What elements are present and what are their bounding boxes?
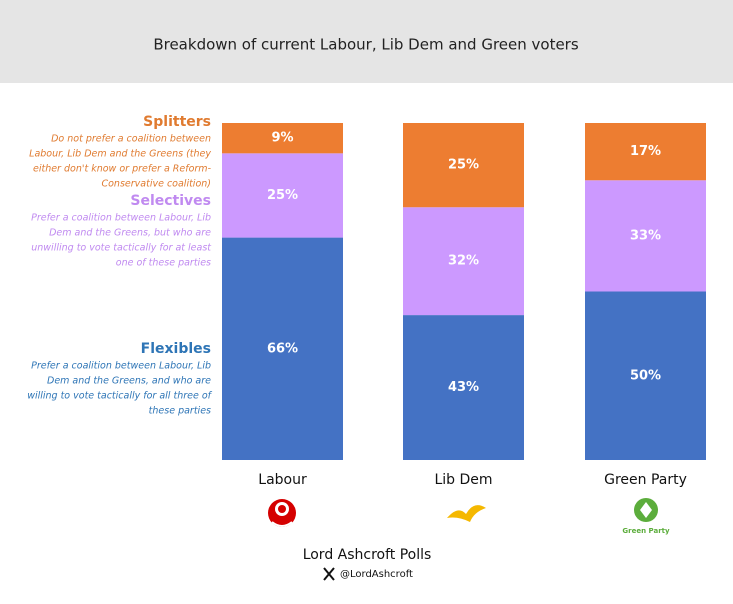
legend-description: Labour, Lib Dem and the Greens (they bbox=[29, 149, 211, 160]
bar-segment bbox=[403, 207, 524, 316]
legend-description: willing to vote tactically for all three… bbox=[27, 391, 212, 402]
handle: @LordAshcroft bbox=[340, 569, 413, 580]
value-label: 25% bbox=[267, 188, 298, 203]
legend-description: one of these parties bbox=[116, 258, 211, 269]
x-logo bbox=[323, 567, 335, 581]
legend-description: Dem and the Greens, and who are bbox=[47, 376, 211, 387]
value-label: 32% bbox=[448, 254, 479, 269]
legend-description: Conservative coalition) bbox=[101, 179, 211, 190]
bar-segment bbox=[222, 153, 343, 238]
legend-description: unwilling to vote tactically for at leas… bbox=[31, 243, 212, 254]
x-tick-label: Green Party bbox=[604, 472, 687, 488]
header-band bbox=[0, 0, 733, 83]
chart-title: Breakdown of current Labour, Lib Dem and… bbox=[153, 36, 579, 54]
value-label: 17% bbox=[630, 144, 661, 159]
legend-description: Dem and the Greens, but who are bbox=[49, 228, 211, 239]
logo-caption: Green Party bbox=[622, 527, 670, 535]
value-label: 66% bbox=[267, 341, 298, 356]
value-label: 50% bbox=[630, 368, 661, 383]
legend-description: Do not prefer a coalition between bbox=[51, 134, 211, 145]
value-label: 9% bbox=[271, 131, 293, 146]
source: Lord Ashcroft Polls bbox=[303, 547, 432, 563]
x-tick-label: Lib Dem bbox=[434, 472, 492, 488]
value-label: 33% bbox=[630, 228, 661, 243]
x-tick-label: Labour bbox=[258, 472, 307, 488]
bar-segment bbox=[403, 315, 524, 460]
legend-description: Prefer a coalition between Labour, Lib bbox=[31, 361, 211, 372]
value-label: 25% bbox=[448, 158, 479, 173]
legend-description: these parties bbox=[149, 406, 211, 417]
libdem-logo bbox=[447, 505, 486, 522]
green-logo: Green Party bbox=[622, 498, 670, 535]
bar-segment bbox=[585, 291, 706, 460]
labour-logo bbox=[268, 499, 296, 527]
legend-title: Selectives bbox=[130, 193, 211, 209]
bar-segment bbox=[585, 180, 706, 292]
legend-title: Flexibles bbox=[141, 341, 211, 357]
value-label: 43% bbox=[448, 380, 479, 395]
bar-segment bbox=[222, 237, 343, 460]
bar-segment bbox=[222, 123, 343, 154]
legend-description: Prefer a coalition between Labour, Lib bbox=[31, 213, 211, 224]
bar-segment bbox=[403, 123, 524, 208]
legend-title: Splitters bbox=[143, 114, 211, 130]
bar-segment bbox=[585, 123, 706, 181]
legend-description: either don't know or prefer a Reform- bbox=[33, 164, 212, 175]
